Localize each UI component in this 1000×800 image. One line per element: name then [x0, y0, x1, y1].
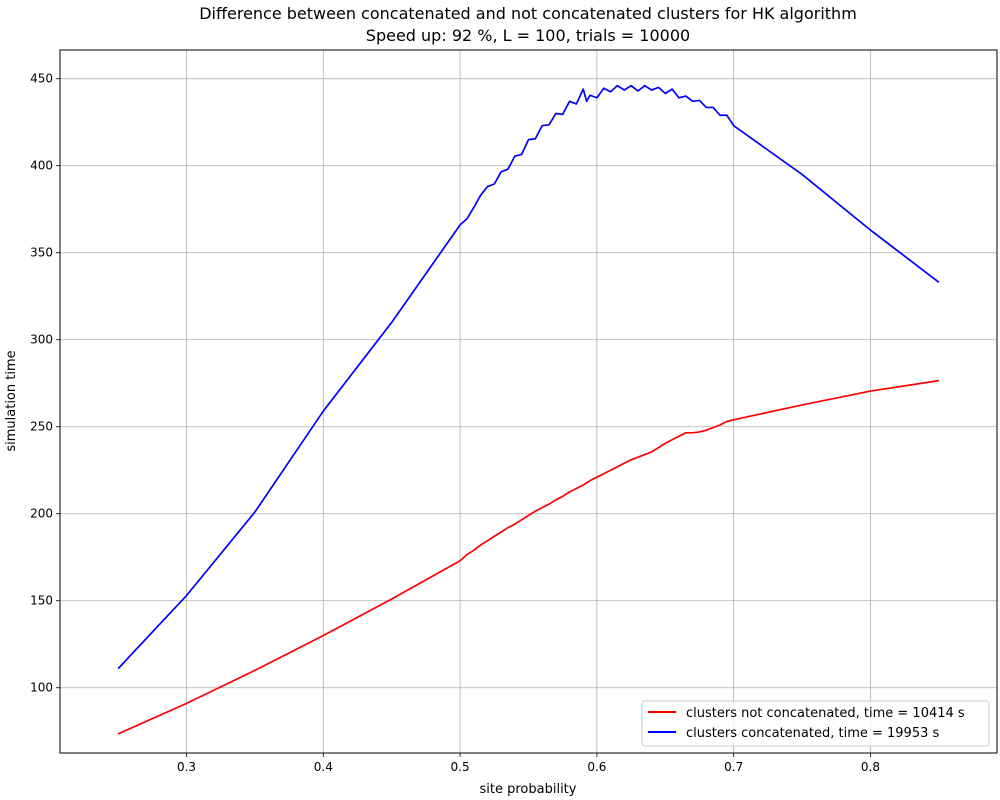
x-axis-label: site probability: [480, 782, 577, 797]
y-tick-label: 350: [30, 246, 53, 260]
series-line-not-concatenated: [117, 379, 939, 735]
axes-frame: [59, 49, 998, 754]
x-tick-label: 0.3: [177, 760, 196, 774]
legend: clusters not concatenated, time = 10414 …: [641, 700, 990, 747]
y-tick-label: 300: [30, 333, 53, 347]
legend-box: [641, 700, 990, 747]
y-tick-label: 100: [30, 681, 53, 695]
chart-subtitle: Speed up: 92 %, L = 100, trials = 10000: [366, 26, 690, 45]
x-tick-label: 0.4: [314, 760, 333, 774]
y-tick-label: 450: [30, 72, 53, 86]
y-tick-label: 250: [30, 420, 53, 434]
y-axis-label: simulation time: [4, 350, 19, 451]
legend-label-not-concatenated: clusters not concatenated, time = 10414 …: [686, 706, 965, 721]
x-tick-label: 0.5: [451, 760, 470, 774]
y-tick-label: 400: [30, 159, 53, 173]
chart-title: Difference between concatenated and not …: [199, 4, 857, 23]
y-tick-label: 150: [30, 594, 53, 608]
x-tick-label: 0.6: [587, 760, 606, 774]
x-tick-label: 0.8: [861, 760, 880, 774]
series-layer: [117, 84, 940, 735]
y-tick-label: 200: [30, 507, 53, 521]
grid-lines: [60, 50, 997, 753]
axis-ticks: 0.3 0.4 0.5 0.6 0.7 0.8 100 150 200 250 300 350 400 4…: [30, 72, 880, 774]
x-tick-label: 0.7: [724, 760, 743, 774]
series-line-concatenated: [117, 84, 940, 670]
legend-label-concatenated: clusters concatenated, time = 19953 s: [686, 726, 939, 741]
